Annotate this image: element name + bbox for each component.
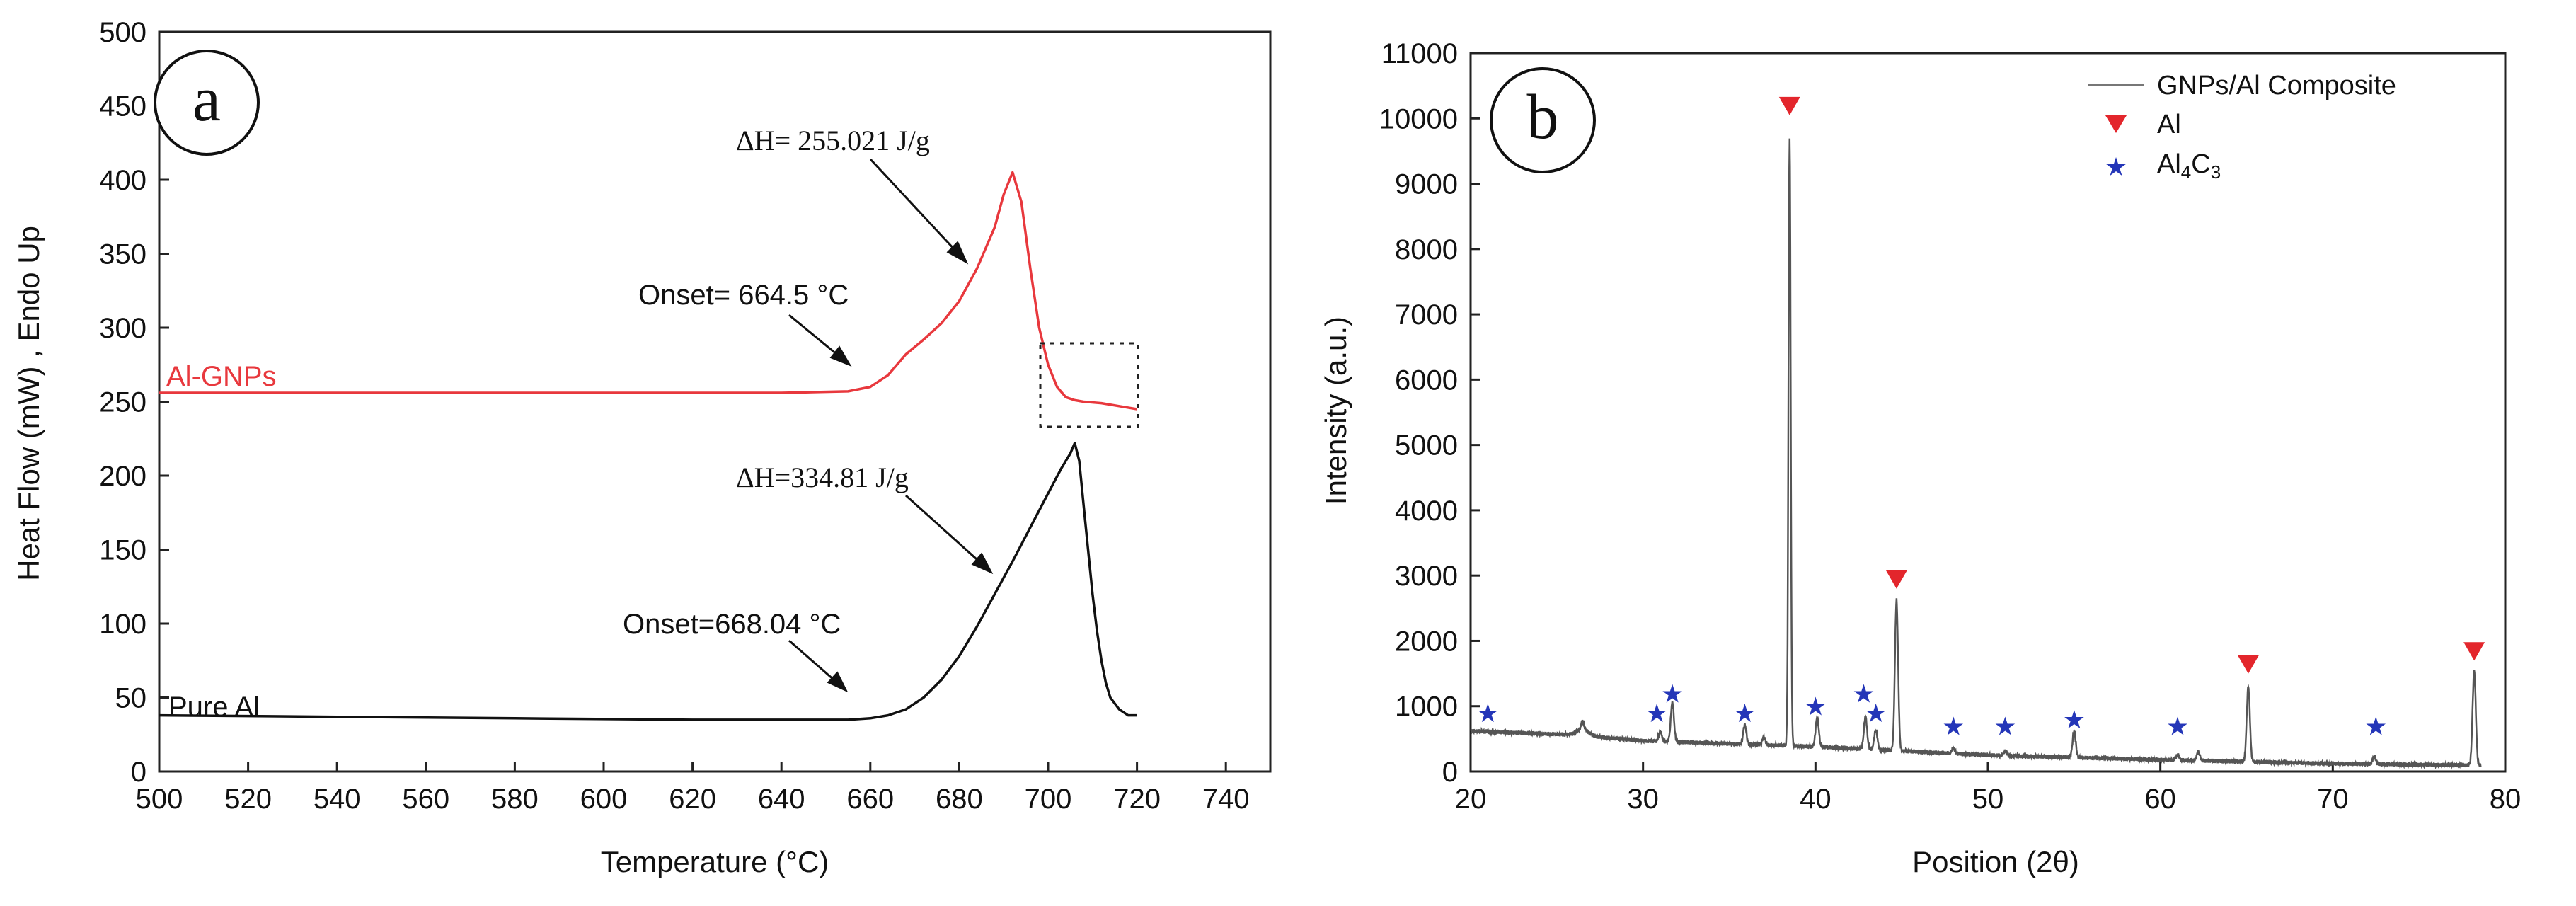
al4c3-peak-marker: ★ <box>1804 693 1827 722</box>
panel-a-x-tick-label: 740 <box>1202 784 1250 815</box>
panel-a-x-tick-label: 680 <box>936 784 983 815</box>
panel-a-plot-frame <box>158 30 1272 773</box>
panel-a-x-tick-label: 580 <box>491 784 539 815</box>
panel-a-y-tick-label: 150 <box>99 535 146 566</box>
panel-b-x-tick-label: 70 <box>2317 784 2349 815</box>
panel-a-badge <box>154 50 260 156</box>
panel-b-y-tick-label: 6000 <box>1395 365 1458 396</box>
panel-b-y-tick-label: 5000 <box>1395 430 1458 461</box>
legend-label-al4c3: Al4C3 <box>2157 149 2221 183</box>
panel-b-plot-frame <box>1469 52 2507 773</box>
arrow-dh-al-gnps <box>869 158 967 263</box>
panel-a-y-axis-label: Heat Flow (mW) , Endo Up <box>12 226 45 581</box>
panel-b-y-tick-label: 3000 <box>1395 561 1458 592</box>
panel-a-y-tick-label: 400 <box>99 165 146 196</box>
panel-a-x-tick-label: 620 <box>669 784 716 815</box>
panel-a-y-tick-label: 100 <box>99 609 146 640</box>
legend-al-marker <box>2105 115 2127 133</box>
panel-a-y-tick-label: 0 <box>131 757 146 788</box>
panel-a-y-tick-label: 500 <box>99 17 146 48</box>
al-peak-marker <box>2463 642 2485 661</box>
al4c3-peak-marker: ★ <box>2166 712 2189 741</box>
panel-b-x-tick-label: 30 <box>1627 784 1659 815</box>
al4c3-peak-marker: ★ <box>1476 699 1499 728</box>
panel-b-x-tick-label: 60 <box>2144 784 2176 815</box>
panel-a-y-tick-label: 350 <box>99 239 146 270</box>
panel-a-y-tick-label: 50 <box>115 683 147 714</box>
panel-b-y-tick-label: 11000 <box>1381 38 1458 69</box>
panel-a-x-tick-label: 600 <box>580 784 628 815</box>
zoom-region-box <box>1039 342 1139 428</box>
panel-a-x-axis-label: Temperature (°C) <box>601 845 829 878</box>
panel-a-letter: a <box>192 64 221 134</box>
panel-b-y-tick-label: 8000 <box>1395 234 1458 265</box>
legend-label-al: Al <box>2157 110 2181 139</box>
panel-a-arrows <box>788 158 994 693</box>
panel-a-x-tick-label: 560 <box>402 784 449 815</box>
al4c3-peak-marker: ★ <box>2063 706 2086 735</box>
al4c3-peak-marker: ★ <box>1942 712 1965 741</box>
al4c3-peak-marker: ★ <box>1864 699 1887 728</box>
series-label-pure-al: Pure Al <box>168 692 260 723</box>
al-peak-marker <box>2237 655 2259 674</box>
annotation-onset-pure-al: Onset=668.04 °C <box>623 609 841 640</box>
arrow-dh-pure-al-head <box>971 552 994 575</box>
panel-b-y-tick-label: 4000 <box>1395 495 1458 527</box>
panel-a-y-tick-label: 200 <box>99 461 146 492</box>
panel-b-x-tick-label: 20 <box>1455 784 1487 815</box>
al4c3-peak-marker: ★ <box>1661 680 1684 709</box>
panel-b-letter: b <box>1527 82 1559 152</box>
panel-b-badge <box>1490 67 1596 173</box>
panel-a-ticks: 500 520 540 560 580 600 620 640 660 680 700 720 740 0… <box>99 17 1249 815</box>
panel-b-x-tick-label: 50 <box>1972 784 2004 815</box>
panel-a-chart: 500 520 540 560 580 600 620 640 660 680 700 720 740 0… <box>12 17 1272 878</box>
panel-a-x-tick-label: 500 <box>136 784 183 815</box>
panel-a-x-tick-label: 540 <box>314 784 361 815</box>
panel-b-y-tick-label: 2000 <box>1395 626 1458 657</box>
panel-a-x-tick-label: 520 <box>224 784 272 815</box>
panel-b-series <box>1470 138 2482 770</box>
series-line-pure-al <box>159 442 1137 721</box>
al4c3-peak-marker: ★ <box>1852 680 1875 709</box>
panel-a-y-tick-label: 450 <box>99 91 146 122</box>
legend-label-composite: GNPs/Al Composite <box>2157 71 2396 101</box>
panel-b-y-tick-label: 1000 <box>1395 692 1458 723</box>
panel-a-x-tick-label: 640 <box>758 784 805 815</box>
panel-a-x-tick-label: 720 <box>1113 784 1161 815</box>
panel-b-x-tick-label: 80 <box>2490 784 2522 815</box>
panel-b-x-tick-label: 40 <box>1800 784 1832 815</box>
panel-a-series <box>159 171 1137 721</box>
panel-b-markers: ★ ★★★ ★ ★★ ★ ★ ★ ★ ★ <box>1476 96 2485 741</box>
annotation-onset-al-gnps: Onset= 664.5 °C <box>638 280 849 311</box>
al4c3-peak-marker: ★ <box>2364 712 2387 741</box>
panel-a-y-tick-label: 300 <box>99 313 146 344</box>
annotation-dh-al-gnps: ΔH= 255.021 J/g <box>736 125 930 156</box>
arrow-dh-al-gnps-head <box>946 241 969 265</box>
panel-b-y-tick-label: 10000 <box>1379 103 1458 134</box>
al-peak-marker <box>1885 570 1907 589</box>
series-line-gnps-al-composite <box>1470 138 2482 770</box>
panel-a-x-tick-label: 660 <box>846 784 894 815</box>
panel-b-ticks: 20 30 40 50 60 70 80 0 1000 2000 3000 4000 5000 6000 7… <box>1379 38 2521 815</box>
panel-b-legend: GNPs/Al Composite Al ★ Al4C3 <box>2088 71 2396 183</box>
panel-b-x-axis-label: Position (2θ) <box>1912 845 2079 878</box>
panel-b-y-tick-label: 9000 <box>1395 169 1458 200</box>
panel-b-chart: 20 30 40 50 60 70 80 0 1000 2000 3000 4000 5000 6000 7… <box>1319 38 2521 878</box>
arrow-onset-al-gnps-head <box>829 345 852 367</box>
panel-b-y-axis-label: Intensity (a.u.) <box>1319 316 1352 505</box>
arrow-onset-pure-al-head <box>827 671 849 693</box>
al4c3-peak-marker: ★ <box>1994 712 2016 741</box>
panel-a-y-tick-label: 250 <box>99 387 146 418</box>
annotation-dh-pure-al: ΔH=334.81 J/g <box>736 461 909 493</box>
legend-al4c3-marker: ★ <box>2105 153 2127 182</box>
panel-a-x-tick-label: 700 <box>1025 784 1072 815</box>
panel-b-y-tick-label: 0 <box>1442 757 1458 788</box>
series-line-al-gnps <box>159 171 1137 411</box>
al-peak-marker <box>1778 96 1800 115</box>
al4c3-peak-marker: ★ <box>1645 699 1668 728</box>
series-label-al-gnps: Al-GNPs <box>166 361 277 392</box>
panel-b-y-tick-label: 7000 <box>1395 299 1458 331</box>
al4c3-peak-marker: ★ <box>1733 699 1756 728</box>
